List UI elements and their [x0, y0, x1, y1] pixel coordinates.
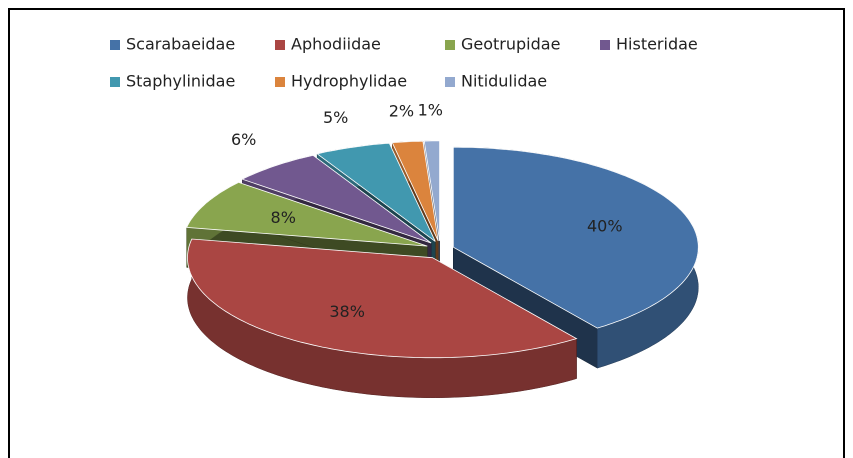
data-label: 8%: [271, 208, 296, 227]
data-label: 1%: [418, 100, 443, 119]
legend-label: Staphylinidae: [126, 72, 235, 91]
legend-label: Scarabaeidae: [126, 35, 235, 54]
legend-swatch: [275, 40, 285, 50]
pie-slice: [452, 146, 699, 329]
legend-label: Geotrupidae: [461, 35, 560, 54]
pie-slice: [316, 142, 436, 242]
legend-swatch: [275, 77, 285, 87]
data-label: 2%: [389, 101, 414, 120]
legend-swatch: [445, 77, 455, 87]
data-label: 5%: [323, 108, 348, 127]
pie-slice: [187, 238, 578, 359]
pie-slice: [391, 140, 439, 242]
pie-slice: [423, 140, 440, 241]
pie-slice: [186, 181, 428, 247]
legend-label: Nitidulidae: [461, 72, 547, 91]
legend-swatch: [600, 40, 610, 50]
data-label: 38%: [329, 302, 365, 321]
legend-label: Hydrophylidae: [291, 72, 407, 91]
legend-swatch: [110, 40, 120, 50]
legend-label: Histeridae: [616, 35, 698, 54]
legend-swatch: [110, 77, 120, 87]
legend-label: Aphodiidae: [291, 35, 381, 54]
data-label: 6%: [231, 130, 256, 149]
data-label: 40%: [587, 217, 623, 236]
pie-slice: [241, 154, 432, 244]
legend-swatch: [445, 40, 455, 50]
